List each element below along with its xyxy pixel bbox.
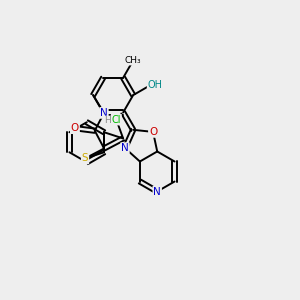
- Text: S: S: [82, 154, 88, 164]
- Text: O: O: [149, 127, 157, 137]
- Text: H: H: [104, 116, 111, 125]
- Text: OH: OH: [148, 80, 163, 90]
- Text: N: N: [100, 108, 108, 118]
- Text: N: N: [153, 187, 161, 196]
- Text: O: O: [71, 123, 79, 133]
- Text: N: N: [121, 143, 129, 153]
- Text: CH₃: CH₃: [125, 56, 142, 65]
- Text: Cl: Cl: [112, 115, 121, 124]
